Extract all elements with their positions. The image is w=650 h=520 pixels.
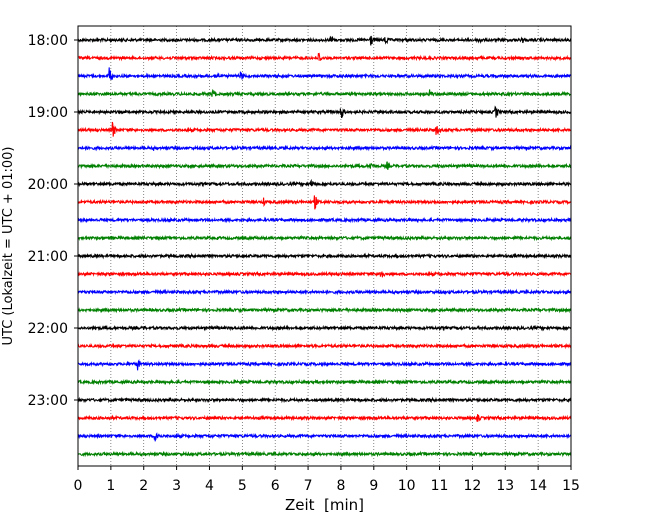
trace-1830 — [77, 67, 572, 80]
trace-2130 — [77, 288, 572, 296]
trace-1800 — [77, 35, 572, 46]
trace-2000 — [77, 178, 572, 188]
y-axis-title: UTC (Lokalzeit = UTC + 01:00) — [1, 147, 16, 346]
trace-2315 — [77, 414, 572, 422]
trace-2215 — [77, 342, 572, 350]
trace-2330 — [77, 432, 572, 442]
x-tick-label: 14 — [529, 478, 547, 494]
trace-2045 — [77, 234, 572, 242]
x-tick-label: 5 — [238, 478, 247, 494]
trace-2300 — [77, 396, 572, 404]
x-tick-label: 6 — [271, 478, 280, 494]
trace-2100 — [77, 252, 572, 260]
x-tick-label: 3 — [172, 478, 181, 494]
seismic-traces — [77, 35, 572, 458]
x-tick-label: 1 — [106, 478, 115, 494]
trace-2200 — [77, 324, 572, 332]
y-tick-label: 20:00 — [28, 177, 68, 193]
x-axis-title: Zeit [min] — [285, 496, 364, 514]
trace-2115 — [77, 270, 572, 278]
trace-1900 — [77, 105, 572, 119]
grid-lines — [110, 26, 539, 466]
plot-frame — [77, 25, 572, 467]
x-tick-label: 0 — [74, 478, 83, 494]
x-tick-label: 8 — [336, 478, 345, 494]
x-tick-label: 7 — [304, 478, 313, 494]
trace-1930 — [77, 144, 572, 152]
y-tick-label: 19:00 — [28, 105, 68, 121]
x-axis-ticks: 0 1 2 3 4 5 6 7 8 9 10 11 12 13 14 15 — [74, 466, 580, 494]
y-tick-label: 21:00 — [28, 249, 68, 265]
x-tick-label: 10 — [398, 478, 416, 494]
y-tick-label: 18:00 — [28, 33, 68, 49]
x-tick-label: 2 — [139, 478, 148, 494]
trace-1945 — [77, 161, 572, 170]
y-axis-ticks: 18:00 19:00 20:00 21:00 22:00 23:00 — [28, 33, 78, 409]
x-tick-label: 4 — [205, 478, 214, 494]
x-tick-label: 12 — [463, 478, 481, 494]
trace-2345 — [77, 450, 572, 458]
trace-2145 — [77, 306, 572, 314]
x-tick-label: 9 — [369, 478, 378, 494]
x-tick-label: 15 — [562, 478, 580, 494]
trace-1915 — [77, 121, 572, 137]
y-tick-label: 22:00 — [28, 321, 68, 337]
trace-1845 — [77, 88, 572, 98]
trace-1815 — [77, 52, 572, 62]
trace-2015 — [77, 195, 571, 210]
trace-2030 — [77, 216, 572, 224]
trace-2230 — [77, 359, 572, 371]
x-tick-label: 11 — [431, 478, 449, 494]
trace-2245 — [77, 378, 572, 386]
y-tick-label: 23:00 — [28, 393, 68, 409]
x-tick-label: 13 — [496, 478, 514, 494]
